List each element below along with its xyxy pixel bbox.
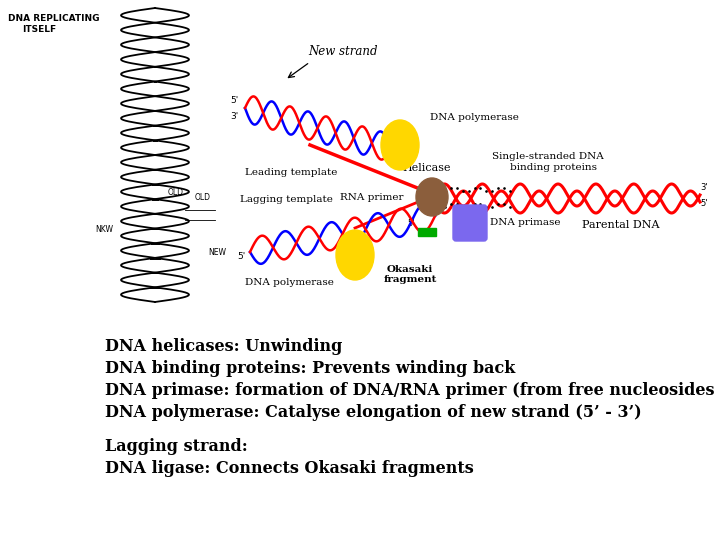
Text: DNA primase: formation of DNA/RNA primer (from free nucleosides in cell): DNA primase: formation of DNA/RNA primer… — [105, 382, 720, 399]
Text: DNA primase: DNA primase — [490, 218, 560, 227]
Text: Okasaki
fragment: Okasaki fragment — [383, 265, 437, 285]
Text: NEW: NEW — [208, 248, 226, 257]
Text: Leading template: Leading template — [245, 168, 338, 177]
Text: OLD: OLD — [195, 193, 211, 202]
Ellipse shape — [381, 120, 419, 170]
Text: DNA ligase: Connects Okasaki fragments: DNA ligase: Connects Okasaki fragments — [105, 460, 474, 477]
Text: NKW: NKW — [95, 225, 113, 234]
Text: New strand: New strand — [308, 45, 377, 58]
Text: Single-stranded DNA: Single-stranded DNA — [492, 152, 604, 161]
Text: DNA polymerase: DNA polymerase — [245, 278, 334, 287]
Text: 3': 3' — [230, 112, 238, 121]
Text: Helicase: Helicase — [402, 163, 451, 173]
Text: OLD: OLD — [168, 188, 184, 197]
FancyBboxPatch shape — [453, 205, 487, 241]
Text: binding proteins: binding proteins — [510, 163, 597, 172]
Text: 5': 5' — [700, 199, 708, 208]
Text: DNA polymerase: Catalyse elongation of new strand (5’ - 3’): DNA polymerase: Catalyse elongation of n… — [105, 404, 642, 421]
Text: 5': 5' — [408, 219, 415, 228]
Text: 3': 3' — [700, 183, 708, 192]
Text: Lagging strand:: Lagging strand: — [105, 438, 248, 455]
Text: Lagging template: Lagging template — [240, 195, 333, 204]
Ellipse shape — [336, 230, 374, 280]
Ellipse shape — [416, 178, 448, 216]
Text: DNA helicases: Unwinding: DNA helicases: Unwinding — [105, 338, 343, 355]
Text: ITSELF: ITSELF — [22, 25, 56, 34]
Text: DNA polymerase: DNA polymerase — [430, 113, 519, 122]
Text: Parental DNA: Parental DNA — [582, 220, 660, 230]
Text: DNA REPLICATING: DNA REPLICATING — [8, 14, 99, 23]
Text: DNA binding proteins: Prevents winding back: DNA binding proteins: Prevents winding b… — [105, 360, 516, 377]
Text: 5': 5' — [237, 252, 246, 261]
Bar — [418, 228, 436, 236]
Text: RNA primer: RNA primer — [340, 193, 403, 202]
Text: 5': 5' — [230, 96, 238, 105]
